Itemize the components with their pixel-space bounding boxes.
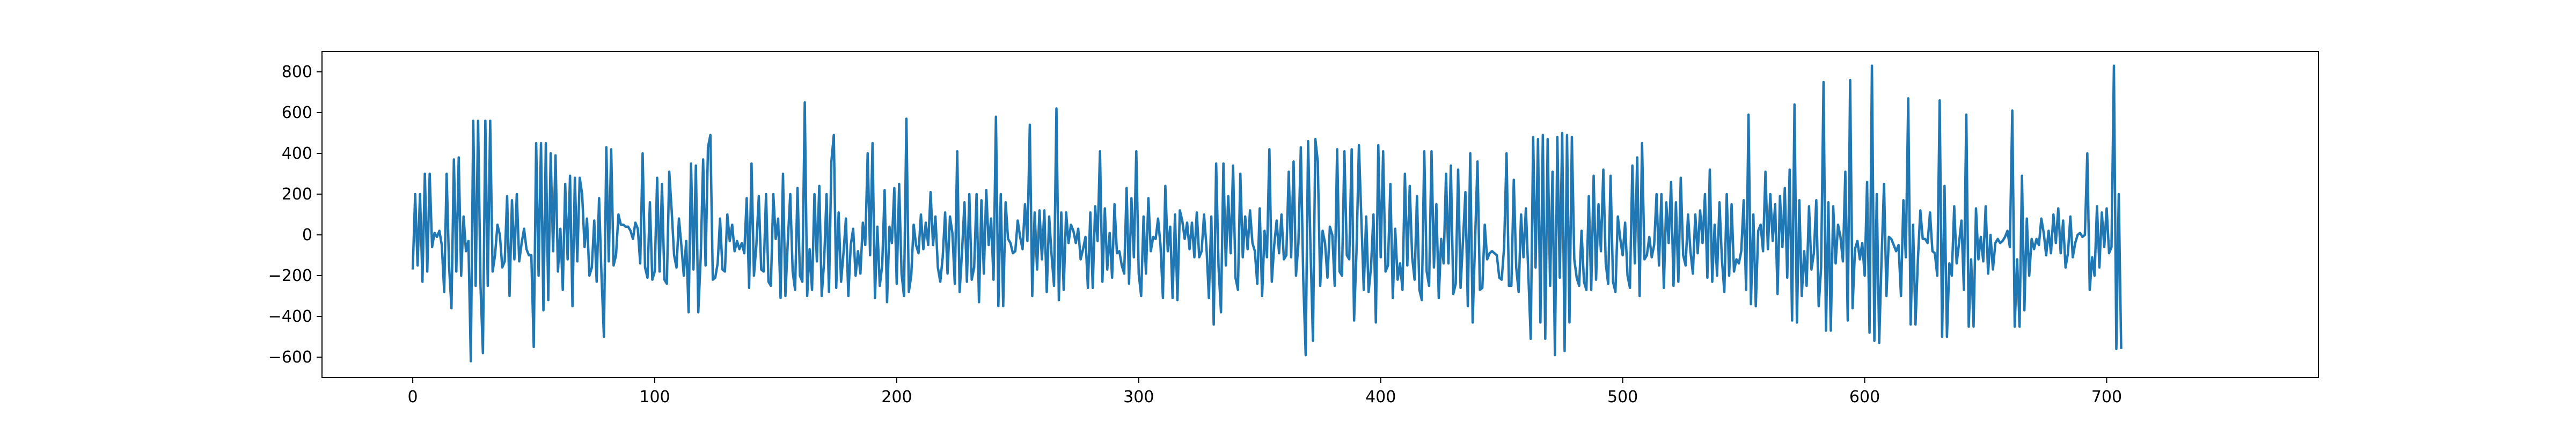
y-axis: −600 −400 −200 0 200 400 600 800 bbox=[268, 63, 322, 367]
y-tick-label: 600 bbox=[282, 103, 312, 122]
x-tick-label: 0 bbox=[408, 388, 418, 406]
x-axis: 0 100 200 300 400 500 600 700 bbox=[408, 378, 2122, 406]
x-tick-label: 100 bbox=[639, 388, 670, 406]
y-tick-label: 800 bbox=[282, 63, 312, 82]
y-tick-label: 200 bbox=[282, 185, 312, 204]
y-tick-label: 0 bbox=[302, 226, 312, 245]
x-tick-label: 200 bbox=[881, 388, 912, 406]
x-tick-label: 300 bbox=[1123, 388, 1154, 406]
plot-area bbox=[411, 64, 2123, 363]
x-tick-label: 400 bbox=[1365, 388, 1396, 406]
axes-frame bbox=[321, 51, 2319, 378]
series-line-0 bbox=[411, 64, 2123, 363]
x-tick-label: 600 bbox=[1849, 388, 1880, 406]
x-tick-label: 500 bbox=[1607, 388, 1638, 406]
y-tick-label: −400 bbox=[268, 307, 312, 326]
y-tick-label: 400 bbox=[282, 144, 312, 163]
y-tick-label: −200 bbox=[268, 267, 312, 285]
x-tick-label: 700 bbox=[2091, 388, 2122, 406]
y-tick-label: −600 bbox=[268, 348, 312, 367]
